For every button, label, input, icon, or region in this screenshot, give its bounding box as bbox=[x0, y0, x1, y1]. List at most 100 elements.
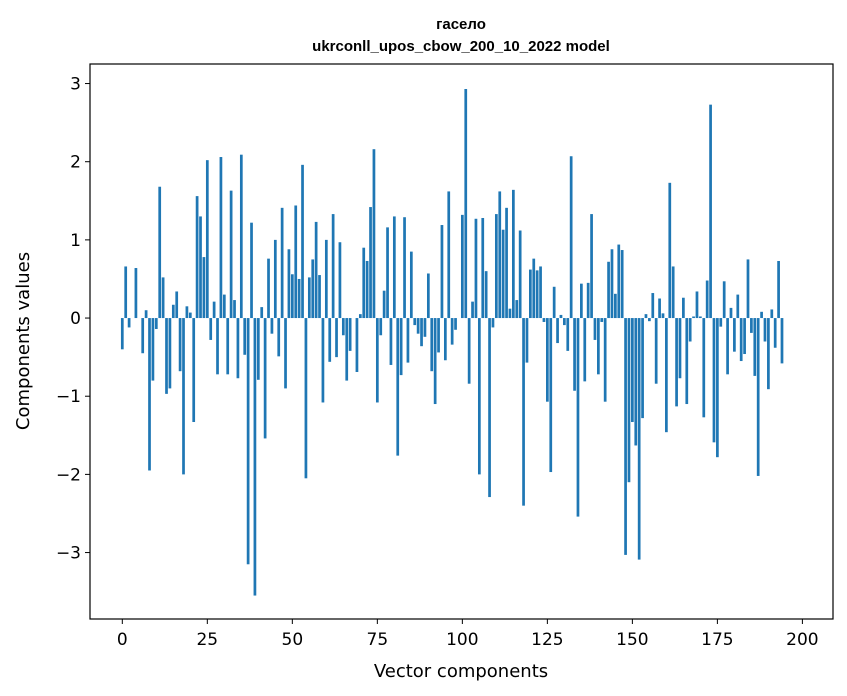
bar-16 bbox=[175, 291, 179, 319]
bar-132 bbox=[569, 156, 573, 319]
bar-12 bbox=[161, 277, 165, 319]
bar-98 bbox=[454, 318, 457, 330]
bar-156 bbox=[651, 293, 655, 319]
bar-126 bbox=[549, 318, 553, 473]
bar-85 bbox=[409, 251, 413, 319]
bar-14 bbox=[168, 318, 172, 389]
bar-146 bbox=[617, 244, 621, 319]
bar-144 bbox=[610, 249, 614, 319]
bar-160 bbox=[665, 318, 668, 433]
bar-117 bbox=[518, 230, 522, 319]
bar-17 bbox=[178, 318, 182, 372]
bar-30 bbox=[222, 294, 226, 319]
bar-27 bbox=[212, 301, 216, 319]
bar-175 bbox=[716, 318, 719, 458]
bar-18 bbox=[182, 318, 185, 475]
bar-182 bbox=[739, 318, 743, 362]
bar-142 bbox=[603, 318, 607, 402]
x-tick-label: 150 bbox=[616, 630, 648, 650]
bar-174 bbox=[712, 318, 716, 443]
bar-35 bbox=[239, 154, 243, 319]
bar-180 bbox=[733, 318, 736, 352]
bar-52 bbox=[297, 278, 301, 319]
bar-162 bbox=[671, 266, 675, 319]
bar-104 bbox=[474, 218, 478, 319]
x-tick-label: 100 bbox=[446, 630, 478, 650]
bar-91 bbox=[430, 318, 434, 372]
bar-64 bbox=[338, 242, 342, 319]
bar-136 bbox=[583, 318, 587, 382]
bar-95 bbox=[443, 318, 447, 361]
bar-173 bbox=[709, 104, 712, 319]
bar-48 bbox=[284, 318, 287, 389]
bar-108 bbox=[488, 318, 491, 498]
bar-59 bbox=[321, 318, 325, 403]
bar-159 bbox=[661, 313, 665, 319]
bar-9 bbox=[151, 318, 155, 381]
bar-112 bbox=[501, 229, 505, 319]
bar-191 bbox=[770, 309, 774, 319]
bar-107 bbox=[484, 271, 488, 319]
bar-140 bbox=[597, 318, 600, 375]
bar-62 bbox=[331, 214, 335, 319]
bar-22 bbox=[195, 196, 199, 319]
bar-36 bbox=[243, 318, 247, 355]
bar-185 bbox=[750, 318, 753, 333]
x-tick-label: 25 bbox=[196, 630, 218, 650]
bar-86 bbox=[413, 318, 417, 326]
x-tick-label: 200 bbox=[786, 630, 818, 650]
bar-128 bbox=[556, 318, 559, 344]
x-tick-label: 75 bbox=[367, 630, 389, 650]
bar-157 bbox=[654, 318, 658, 384]
bar-69 bbox=[355, 318, 359, 372]
bar-123 bbox=[539, 266, 542, 319]
y-tick-label: 0 bbox=[70, 309, 81, 329]
bar-89 bbox=[423, 318, 427, 337]
bar-57 bbox=[314, 221, 318, 319]
bar-0 bbox=[120, 318, 124, 350]
bar-170 bbox=[699, 316, 702, 319]
bar-88 bbox=[420, 318, 423, 347]
bar-184 bbox=[746, 259, 750, 319]
bar-43 bbox=[267, 258, 270, 319]
bar-113 bbox=[505, 207, 508, 319]
y-tick-label: 1 bbox=[70, 231, 81, 251]
bar-149 bbox=[627, 318, 631, 483]
bar-161 bbox=[668, 182, 672, 319]
bar-24 bbox=[202, 257, 206, 319]
bar-118 bbox=[522, 318, 525, 506]
bar-19 bbox=[185, 306, 189, 319]
bar-148 bbox=[624, 318, 627, 555]
bar-45 bbox=[273, 239, 277, 319]
bar-55 bbox=[307, 277, 311, 319]
bar-145 bbox=[614, 293, 617, 319]
bar-121 bbox=[532, 258, 536, 319]
bar-150 bbox=[631, 318, 634, 423]
bar-177 bbox=[722, 281, 726, 319]
bar-181 bbox=[736, 294, 740, 319]
bar-13 bbox=[165, 318, 168, 394]
bar-29 bbox=[219, 157, 223, 319]
bar-187 bbox=[756, 318, 760, 476]
bar-97 bbox=[450, 318, 454, 345]
plot-frame bbox=[89, 63, 834, 620]
chart-title: гасело bbox=[436, 16, 486, 33]
bar-82 bbox=[399, 318, 403, 376]
bar-138 bbox=[590, 214, 593, 319]
bar-53 bbox=[301, 164, 304, 319]
bar-40 bbox=[256, 318, 260, 380]
bar-163 bbox=[675, 318, 678, 407]
bar-78 bbox=[386, 227, 389, 319]
bar-147 bbox=[620, 250, 624, 319]
bar-139 bbox=[593, 318, 597, 340]
chart-subtitle: ukrconll_upos_cbow_200_10_2022 model bbox=[312, 38, 610, 55]
bar-1 bbox=[124, 266, 128, 319]
bar-153 bbox=[641, 318, 644, 419]
bar-155 bbox=[648, 318, 651, 322]
bar-46 bbox=[277, 318, 281, 357]
bar-103 bbox=[471, 301, 474, 319]
bar-133 bbox=[573, 318, 576, 391]
bar-28 bbox=[216, 318, 219, 375]
bar-189 bbox=[763, 318, 767, 342]
